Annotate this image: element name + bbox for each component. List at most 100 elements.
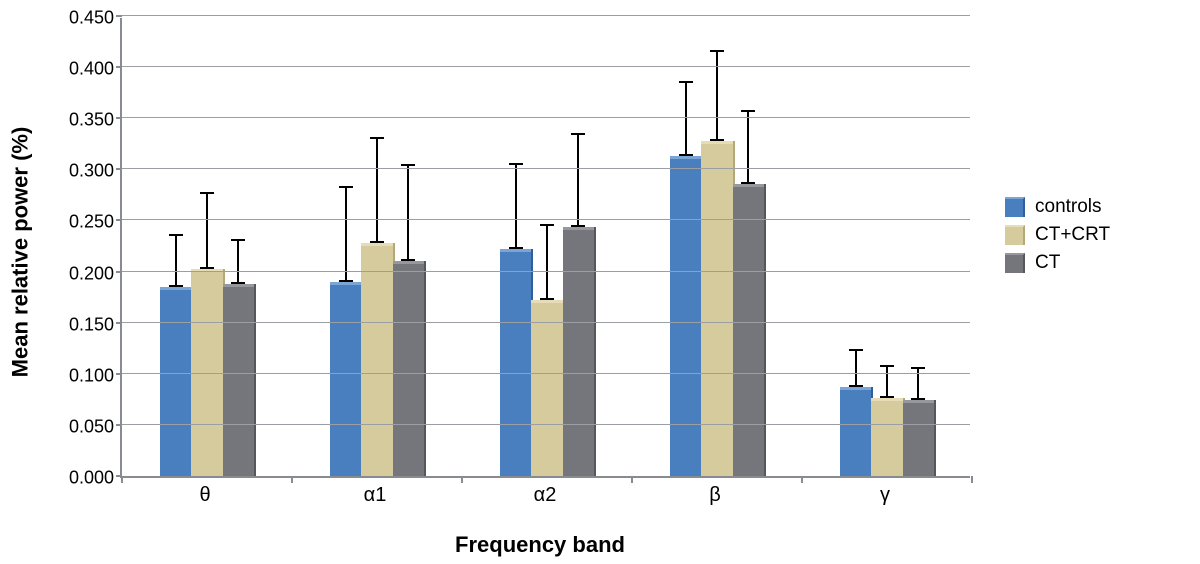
legend-swatch xyxy=(1005,225,1025,245)
error-cap xyxy=(540,224,554,226)
error-bar xyxy=(886,367,888,399)
error-cap xyxy=(679,81,693,83)
x-category-label: θ xyxy=(199,484,210,507)
error-cap xyxy=(849,385,863,387)
gridline xyxy=(122,271,970,272)
x-category-label: β xyxy=(709,484,721,507)
error-cap xyxy=(401,259,415,261)
x-tickmark xyxy=(121,476,123,483)
y-tickmark xyxy=(116,322,122,324)
bar xyxy=(670,156,703,476)
y-tick-label: 0.200 xyxy=(48,263,114,284)
bars-layer xyxy=(122,18,970,476)
error-cap xyxy=(339,280,353,282)
y-tickmark xyxy=(116,66,122,68)
error-cap xyxy=(509,247,523,249)
gridline xyxy=(122,424,970,425)
error-cap xyxy=(370,241,384,243)
bar xyxy=(531,300,564,476)
error-cap xyxy=(401,164,415,166)
legend-label: controls xyxy=(1035,196,1102,218)
x-tickmark xyxy=(291,476,293,483)
x-tickmark xyxy=(971,476,973,483)
error-cap xyxy=(370,137,384,139)
y-tick-label: 0.100 xyxy=(48,365,114,386)
y-axis-tick-labels: 0.0000.0500.1000.1500.2000.2500.3000.350… xyxy=(48,18,114,478)
error-cap xyxy=(509,163,523,165)
bar xyxy=(701,141,734,476)
y-tickmark xyxy=(116,117,122,119)
error-cap xyxy=(571,133,585,135)
gridline xyxy=(122,66,970,67)
bar xyxy=(330,282,363,476)
x-tickmark xyxy=(801,476,803,483)
error-bar xyxy=(716,52,718,141)
legend-item: controls xyxy=(1005,196,1160,218)
error-cap xyxy=(231,282,245,284)
gridline xyxy=(122,373,970,374)
y-tickmark xyxy=(116,424,122,426)
y-tickmark xyxy=(116,219,122,221)
error-cap xyxy=(231,239,245,241)
bar xyxy=(160,287,193,476)
bar xyxy=(903,400,936,476)
x-category-label: α2 xyxy=(534,484,557,507)
y-axis-title-wrap: Mean relative power (%) xyxy=(0,0,40,504)
legend-label: CT xyxy=(1035,252,1060,274)
error-cap xyxy=(200,267,214,269)
error-cap xyxy=(880,396,894,398)
error-bar xyxy=(407,166,409,261)
error-cap xyxy=(200,192,214,194)
y-tickmark xyxy=(116,168,122,170)
error-cap xyxy=(571,225,585,227)
error-cap xyxy=(169,285,183,287)
error-cap xyxy=(169,234,183,236)
legend-swatch xyxy=(1005,253,1025,273)
x-tickmark xyxy=(461,476,463,483)
gridline xyxy=(122,322,970,323)
y-tick-label: 0.300 xyxy=(48,161,114,182)
error-cap xyxy=(911,398,925,400)
error-cap xyxy=(911,367,925,369)
y-tick-label: 0.450 xyxy=(48,8,114,29)
legend-swatch xyxy=(1005,197,1025,217)
bar xyxy=(563,227,596,476)
y-tickmark xyxy=(116,15,122,17)
error-cap xyxy=(710,139,724,141)
y-tick-label: 0.250 xyxy=(48,212,114,233)
y-tick-label: 0.400 xyxy=(48,59,114,80)
x-axis-title: Frequency band xyxy=(90,532,990,558)
error-cap xyxy=(741,110,755,112)
error-bar xyxy=(237,241,239,284)
error-cap xyxy=(849,349,863,351)
error-cap xyxy=(540,298,554,300)
legend-item: CT+CRT xyxy=(1005,224,1160,246)
error-bar xyxy=(175,236,177,287)
bar xyxy=(500,249,533,476)
bar xyxy=(361,243,394,476)
bar xyxy=(223,284,256,476)
y-tickmark xyxy=(116,373,122,375)
error-cap xyxy=(741,182,755,184)
x-axis-category-labels: θ α1 α2 β γ xyxy=(120,484,970,514)
error-bar xyxy=(515,165,517,249)
x-tickmark xyxy=(631,476,633,483)
gridline xyxy=(122,15,970,16)
error-bar xyxy=(206,194,208,269)
error-bar xyxy=(577,135,579,227)
y-tick-label: 0.050 xyxy=(48,416,114,437)
error-cap xyxy=(679,154,693,156)
bar xyxy=(393,261,426,476)
error-cap xyxy=(880,365,894,367)
x-category-label: α1 xyxy=(364,484,387,507)
error-bar xyxy=(345,188,347,282)
error-bar xyxy=(685,83,687,156)
legend-item: CT xyxy=(1005,252,1160,274)
y-axis-title: Mean relative power (%) xyxy=(7,127,33,378)
x-category-label: γ xyxy=(880,484,890,507)
error-bar xyxy=(546,226,548,301)
plot-area xyxy=(120,18,970,478)
error-cap xyxy=(339,186,353,188)
y-tick-label: 0.350 xyxy=(48,110,114,131)
bar xyxy=(871,398,904,476)
